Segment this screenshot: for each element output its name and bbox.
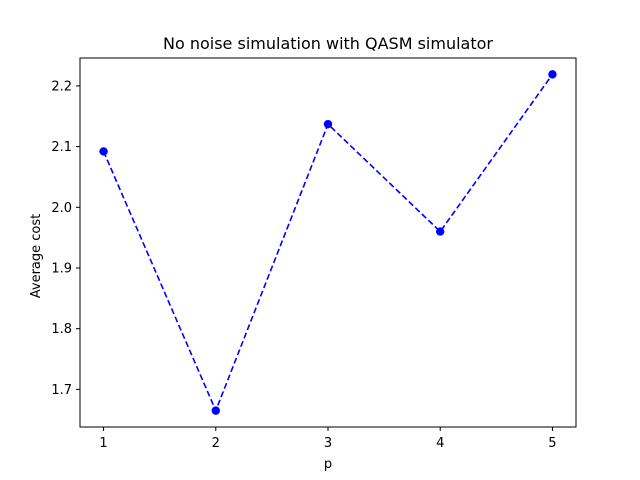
x-axis-ticks: 1 2 3 4 5 bbox=[99, 427, 557, 451]
chart-title: No noise simulation with QASM simulator bbox=[163, 34, 493, 53]
y-axis-label: Average cost bbox=[29, 214, 44, 299]
x-tick-label: 4 bbox=[436, 436, 444, 451]
y-tick-label: 1.9 bbox=[51, 261, 72, 276]
y-tick-label: 1.7 bbox=[51, 383, 72, 398]
y-tick-label: 2.2 bbox=[51, 79, 72, 94]
plot-frame bbox=[79, 57, 577, 428]
y-axis-ticks: 1.7 1.8 1.9 2.0 2.1 2.2 bbox=[51, 79, 80, 398]
x-axis-label: p bbox=[324, 457, 332, 472]
data-point bbox=[99, 147, 108, 156]
axes bbox=[79, 57, 577, 428]
x-tick-label: 3 bbox=[324, 436, 332, 451]
x-tick-label: 1 bbox=[99, 436, 107, 451]
series bbox=[99, 70, 557, 415]
data-point bbox=[548, 70, 557, 79]
data-point bbox=[436, 227, 445, 236]
data-point bbox=[323, 119, 333, 129]
y-tick-label: 1.8 bbox=[51, 322, 72, 337]
data-point bbox=[211, 406, 220, 415]
x-tick-label: 5 bbox=[548, 436, 556, 451]
y-tick-label: 2.1 bbox=[51, 140, 72, 155]
y-tick-label: 2.0 bbox=[51, 201, 72, 216]
x-tick-label: 2 bbox=[212, 436, 220, 451]
